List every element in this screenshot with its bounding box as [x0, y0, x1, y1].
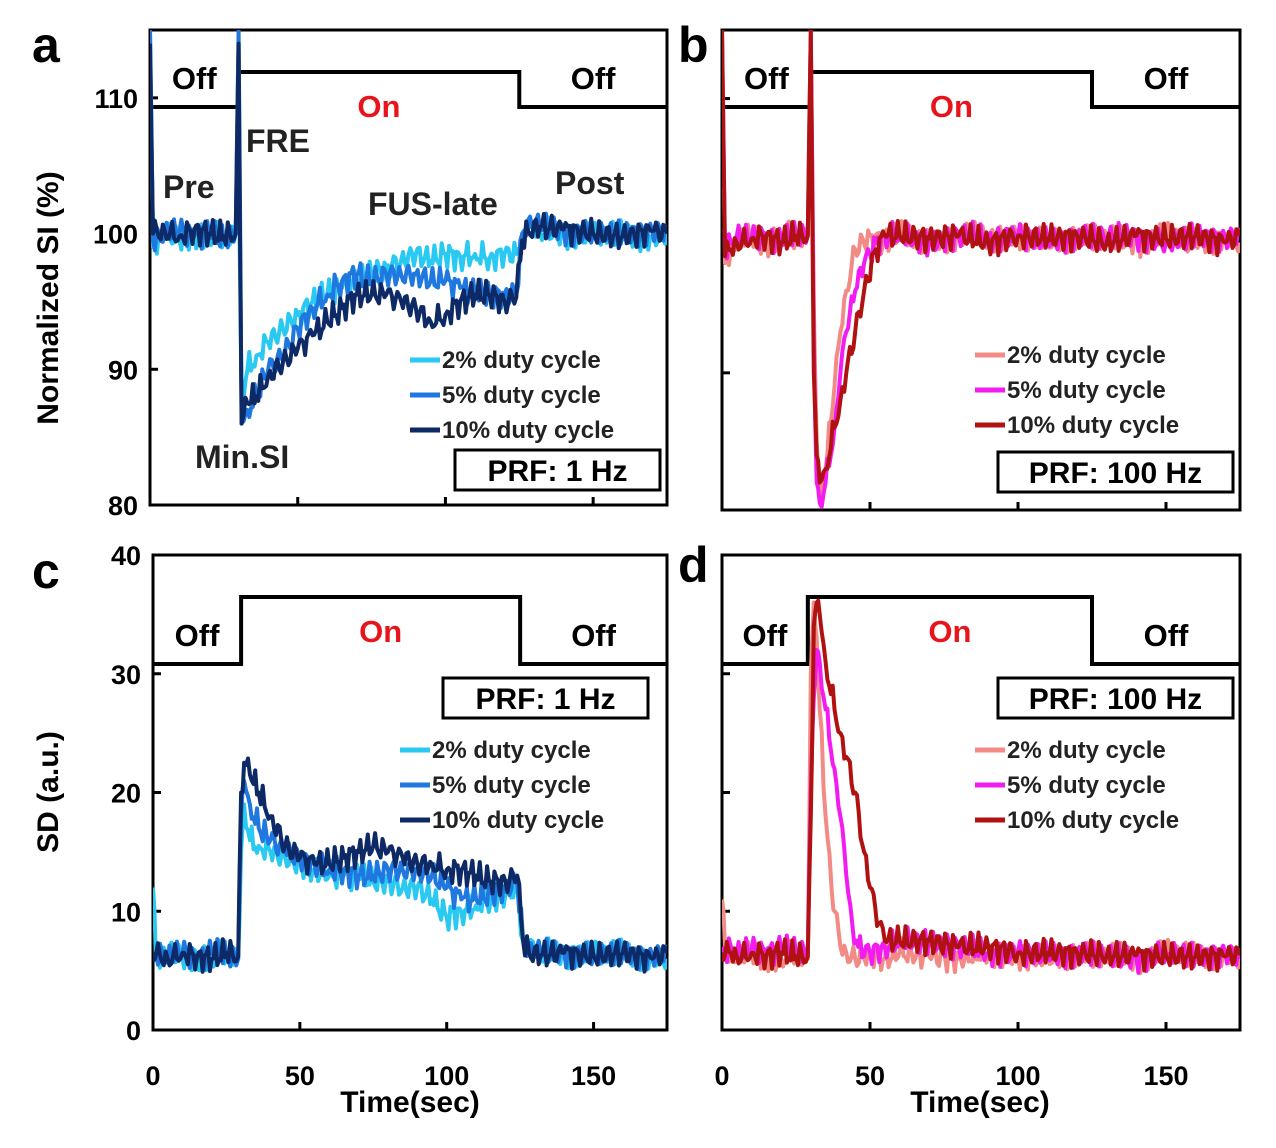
prf-label: PRF: 1 Hz [487, 455, 627, 488]
fus-state-label-on: On [930, 89, 973, 124]
fus-state-line [153, 595, 667, 666]
y-tick-label: 10 [111, 897, 141, 927]
annotation-fre: FRE [246, 123, 310, 159]
annotation-post: Post [555, 165, 625, 201]
panel-letter-c: c [32, 543, 60, 599]
panel-a: Off On Off 80 90 100 110 2% duty cycle 5% duty c… [93, 28, 669, 521]
legend-label: 10% duty cycle [442, 417, 614, 444]
series-line-10pct [722, 30, 1240, 485]
panel-letter-d: d [678, 537, 709, 593]
fus-state-label-off: Off [744, 61, 789, 96]
legend-label: 10% duty cycle [1007, 807, 1179, 834]
series-line-10pct [150, 41, 667, 426]
x-tick-label: 100 [424, 1061, 469, 1091]
prf-label: PRF: 100 Hz [1029, 683, 1202, 716]
x-tick-label: 50 [285, 1061, 315, 1091]
x-tick-label: 150 [1143, 1061, 1188, 1091]
series-group [722, 598, 1240, 975]
fus-state-line [722, 595, 1240, 666]
series-group [153, 756, 667, 974]
series-group [722, 30, 1240, 509]
legend-label: 5% duty cycle [442, 382, 601, 409]
fus-state-label-on: On [359, 614, 402, 649]
x-axis-title-c: Time(sec) [340, 1086, 480, 1119]
fus-state-label-off: Off [743, 618, 788, 653]
annotation-fus-late: FUS-late [368, 186, 498, 222]
fus-state-label-off: Off [571, 61, 616, 96]
panel-b: Off On Off 2% duty cycle 5% duty cycle 10% du… [720, 28, 1242, 512]
panel-letter-b: b [678, 17, 709, 73]
legend-label: 5% duty cycle [432, 772, 591, 799]
y-axis-title-sd: SD (a.u.) [32, 731, 65, 853]
panel-d: Off On Off 0 50 100 150 2% duty cycle 5% duty cy… [714, 553, 1242, 1091]
y-tick-label: 80 [108, 491, 138, 521]
fus-state-label-on: On [357, 89, 400, 124]
legend-label: 10% duty cycle [1007, 412, 1179, 439]
prf-box [453, 448, 662, 492]
fus-state-label-off: Off [1144, 61, 1189, 96]
x-tick-label: 0 [145, 1061, 160, 1091]
legend-label: 5% duty cycle [1007, 772, 1166, 799]
fus-state-label-off: Off [172, 61, 217, 96]
fus-state-label-off: Off [1144, 618, 1189, 653]
legend-label: 2% duty cycle [442, 347, 601, 374]
prf-label: PRF: 100 Hz [1029, 457, 1202, 490]
y-axis-title-si: Normalized SI (%) [32, 171, 65, 424]
y-tick-label: 30 [111, 660, 141, 690]
series-line-10pct [722, 598, 1240, 973]
series-line-10pct [153, 756, 667, 974]
x-tick-label: 100 [995, 1061, 1040, 1091]
x-tick-label: 150 [571, 1061, 616, 1091]
y-tick-label: 100 [93, 220, 138, 250]
panel-c: Off On Off 0 10 20 30 40 0 50 100 150 2% duty cycle 5… [111, 541, 669, 1091]
legend-label: 2% duty cycle [432, 737, 591, 764]
panel-letter-a: a [32, 17, 61, 73]
fus-state-label-on: On [928, 614, 971, 649]
prf-box [996, 450, 1235, 494]
legend-label: 5% duty cycle [1007, 377, 1166, 404]
annotation-pre: Pre [163, 169, 215, 205]
y-tick-label: 90 [108, 355, 138, 385]
y-tick-label: 110 [94, 84, 138, 114]
prf-box [441, 676, 650, 720]
y-tick-label: 0 [126, 1016, 141, 1046]
legend-label: 10% duty cycle [432, 807, 604, 834]
legend-label: 2% duty cycle [1007, 737, 1166, 764]
annotation-min-si: Min.SI [195, 439, 289, 475]
fus-state-label-off: Off [175, 618, 220, 653]
legend-label: 2% duty cycle [1007, 342, 1166, 369]
series-group [150, 30, 667, 426]
y-tick-label: 20 [111, 779, 141, 809]
fus-state-line [150, 70, 667, 109]
prf-label: PRF: 1 Hz [475, 683, 615, 716]
plot-frame [148, 28, 669, 507]
fus-state-line [722, 70, 1240, 109]
fus-state-label-off: Off [571, 618, 616, 653]
x-axis-title-d: Time(sec) [910, 1086, 1050, 1119]
x-tick-label: 0 [714, 1061, 729, 1091]
plot-frame [720, 28, 1242, 512]
x-tick-label: 50 [855, 1061, 885, 1091]
prf-box [996, 676, 1235, 720]
y-tick-label: 40 [111, 541, 141, 571]
